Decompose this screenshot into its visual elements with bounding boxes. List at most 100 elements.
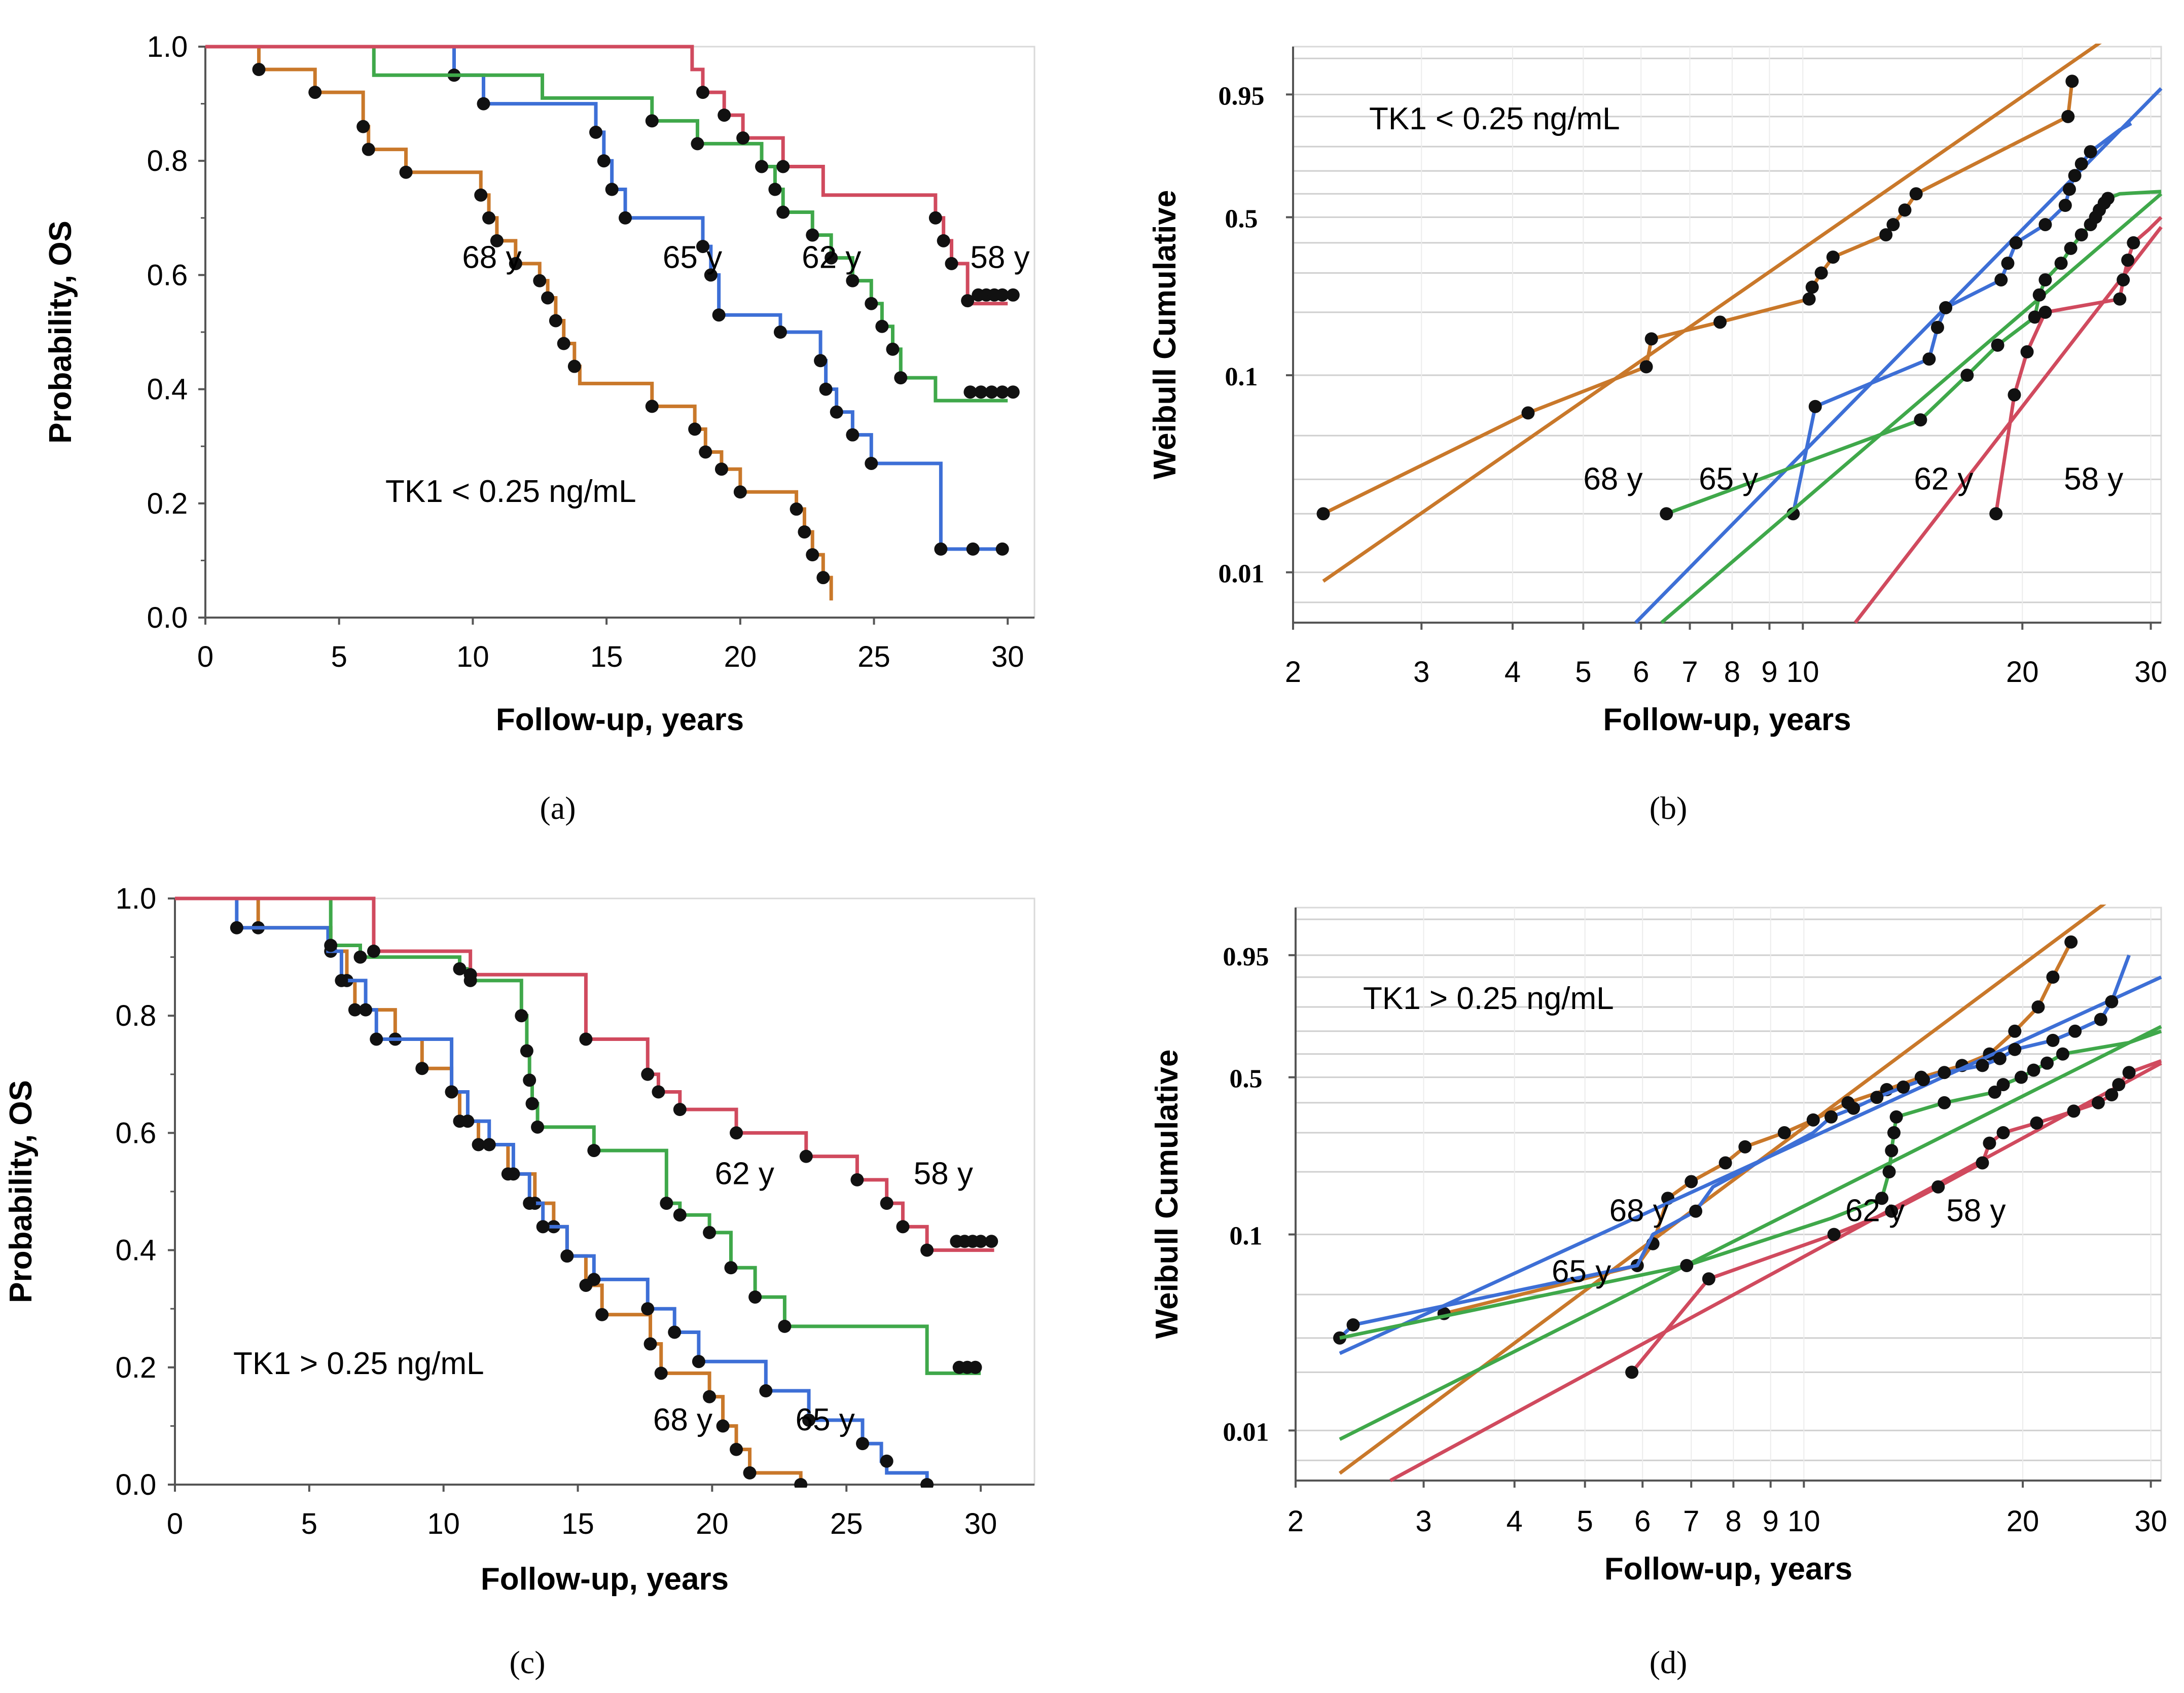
data-point: [1644, 332, 1658, 346]
data-point: [1886, 218, 1900, 231]
data-point: [778, 1319, 792, 1333]
tk1-annotation: TK1 < 0.25 ng/mL: [385, 474, 636, 509]
data-point: [2065, 75, 2079, 88]
x-tick-label: 20: [696, 1507, 729, 1540]
data-point: [985, 1235, 998, 1248]
plot-area: [1295, 907, 2162, 1482]
data-point: [703, 1390, 717, 1403]
data-point: [875, 319, 889, 333]
x-tick-label: 8: [1724, 656, 1740, 689]
series-65-y: [1634, 87, 2163, 624]
data-point: [597, 154, 611, 168]
data-point: [595, 1308, 609, 1321]
y-tick-label: 0.01: [1223, 1418, 1269, 1447]
x-tick-label: 4: [1505, 656, 1521, 689]
data-point: [1996, 1078, 2010, 1092]
data-point: [934, 542, 948, 556]
data-point: [699, 445, 712, 459]
data-point: [806, 228, 819, 242]
data-point: [1827, 1228, 1841, 1241]
series-label-65-y: 65 y: [1699, 461, 1758, 496]
data-point: [2062, 183, 2076, 196]
data-point: [2031, 1000, 2045, 1014]
data-point: [1896, 1080, 1910, 1094]
data-point: [587, 1273, 601, 1286]
data-point: [1639, 360, 1653, 374]
data-point: [230, 921, 243, 934]
caption-a: (a): [540, 790, 576, 826]
data-point: [759, 1384, 773, 1398]
data-point: [768, 183, 782, 196]
data-point: [776, 160, 790, 173]
x-tick-label: 6: [1633, 656, 1649, 689]
x-tick-label: 30: [991, 640, 1024, 673]
data-point: [1660, 507, 1673, 521]
data-point: [605, 183, 619, 196]
data-point: [1685, 1175, 1698, 1188]
y-tick-label: 0.95: [1219, 82, 1265, 111]
data-point: [1885, 1144, 1899, 1158]
data-point: [2074, 157, 2088, 171]
caption-c: (c): [509, 1644, 545, 1680]
x-tick-label: 9: [1763, 1505, 1779, 1538]
y-axis-label: Weibull Cumulative: [1150, 1050, 1185, 1339]
data-point: [2068, 169, 2082, 183]
data-point: [790, 502, 803, 516]
x-tick-label: 15: [590, 640, 623, 673]
data-point: [688, 422, 702, 436]
y-tick-label: 0.1: [1225, 363, 1258, 391]
data-point: [724, 1261, 738, 1275]
y-tick-label: 0.5: [1230, 1065, 1263, 1094]
data-point: [461, 1114, 475, 1128]
x-tick-label: 2: [1285, 656, 1301, 689]
data-point: [1847, 1101, 1860, 1115]
data-point: [660, 1197, 673, 1210]
data-point: [1777, 1126, 1791, 1139]
data-point: [477, 97, 490, 111]
data-point: [1976, 1059, 1989, 1072]
data-point: [1931, 1180, 1945, 1194]
weibull-fit-62-y: [1660, 192, 2163, 624]
data-point: [961, 294, 975, 308]
data-point: [974, 385, 988, 399]
data-point: [1805, 280, 1819, 294]
x-tick-label: 7: [1681, 656, 1698, 689]
data-point: [579, 1032, 593, 1046]
data-point: [1006, 288, 1020, 302]
data-point: [1346, 1318, 1360, 1332]
km-curve-58-y: [175, 896, 994, 1252]
y-tick-label: 0.5: [1225, 204, 1258, 233]
data-point: [730, 1126, 743, 1140]
panel-d: 0.01 0.1 0.5 0.95 2 3 4 5 6 7 8 9 10 20 30 Follow-up, y…: [1150, 905, 2167, 1587]
data-point: [773, 326, 787, 339]
data-point: [507, 1167, 520, 1181]
y-tick-label: 0.4: [116, 1234, 157, 1267]
data-point: [776, 205, 790, 219]
x-tick-label: 20: [2006, 656, 2039, 689]
data-point: [1922, 352, 1936, 366]
data-point: [2064, 241, 2078, 255]
data-point: [886, 342, 900, 356]
weibull-fit-62-y: [1339, 1025, 2162, 1441]
x-tick-label: 10: [456, 640, 489, 673]
series-label-65-y: 65 y: [663, 240, 722, 275]
data-point: [641, 1067, 655, 1081]
data-point: [1930, 320, 1944, 334]
data-point: [1738, 1140, 1752, 1154]
data-point: [453, 962, 467, 976]
x-tick-label: 25: [830, 1507, 863, 1540]
data-point: [523, 1197, 536, 1210]
x-tick-label: 5: [331, 640, 347, 673]
data-point: [1006, 385, 1020, 399]
data-point: [1689, 1204, 1703, 1218]
series-label-68-y: 68 y: [653, 1402, 712, 1437]
data-point: [995, 288, 1009, 302]
series-label-65-y: 65 y: [796, 1402, 855, 1437]
tk1-annotation: TK1 > 0.25 ng/mL: [1363, 981, 1614, 1016]
x-tick-label: 30: [964, 1507, 997, 1540]
x-tick-label: 20: [2007, 1505, 2039, 1538]
x-tick-label: 8: [1725, 1505, 1741, 1538]
data-point: [1993, 1052, 2007, 1065]
data-point: [641, 1302, 655, 1316]
panel-a: 0.0 0.2 0.4 0.6 0.8 1.0 0 5 10 15 20 25 30 Follow-up,…: [43, 30, 1035, 737]
